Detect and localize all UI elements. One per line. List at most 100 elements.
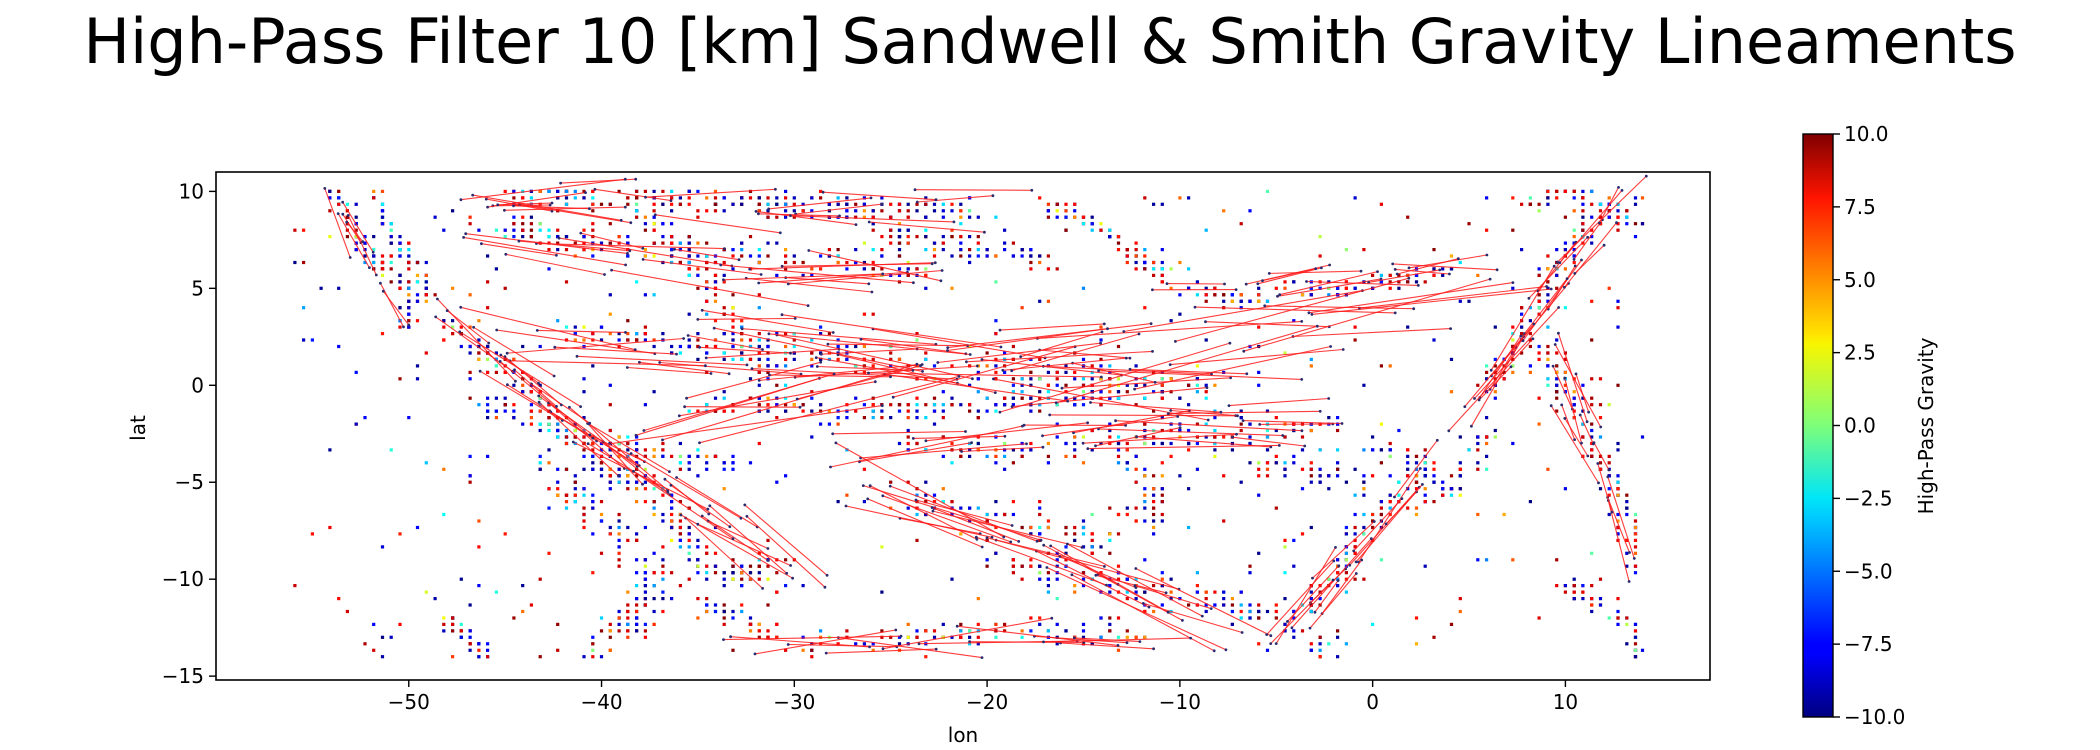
lineament-endpoint: [1573, 264, 1577, 268]
gravity-point: [1029, 267, 1033, 271]
gravity-point: [976, 622, 980, 626]
gravity-point: [687, 551, 691, 555]
gravity-point: [1152, 500, 1156, 504]
gravity-point: [486, 280, 490, 284]
gravity-point: [1616, 306, 1620, 310]
gravity-point: [889, 215, 893, 219]
lineament-endpoint: [1348, 563, 1352, 567]
gravity-point: [1090, 642, 1094, 646]
gravity-point: [1081, 396, 1086, 400]
gravity-point: [521, 584, 525, 588]
gravity-point: [766, 215, 770, 219]
gravity-point: [1055, 635, 1059, 639]
lineament-line: [746, 515, 826, 588]
gravity-point: [1125, 577, 1129, 581]
lineament-line: [588, 423, 670, 473]
gravity-point: [1397, 286, 1401, 290]
lineament-endpoint: [727, 372, 731, 376]
lineament-endpoint: [625, 366, 629, 369]
gravity-point: [1134, 383, 1138, 387]
gravity-point: [1432, 248, 1436, 252]
gravity-point: [862, 202, 866, 206]
gravity-point: [442, 622, 446, 626]
gravity-point: [1327, 577, 1331, 581]
gravity-point: [757, 260, 761, 265]
lineament-line: [1046, 567, 1227, 651]
gravity-point: [889, 228, 893, 232]
lineament-endpoint: [867, 371, 870, 375]
lineament-endpoint: [1245, 372, 1249, 376]
lineament-line: [687, 334, 763, 351]
gravity-point: [1309, 474, 1313, 478]
gravity-point: [337, 286, 341, 290]
gravity-point: [845, 215, 849, 219]
gravity-point: [880, 235, 884, 239]
gravity-point: [521, 235, 525, 239]
gravity-point: [1441, 493, 1445, 497]
gravity-point: [398, 325, 402, 329]
gravity-point: [766, 254, 770, 258]
gravity-point: [354, 241, 358, 245]
gravity-point: [1283, 435, 1287, 439]
lineament-endpoint: [434, 315, 438, 319]
gravity-point: [766, 564, 770, 568]
gravity-point: [810, 364, 814, 368]
gravity-point: [1300, 532, 1305, 536]
gravity-point: [731, 248, 735, 252]
gravity-point: [459, 622, 463, 626]
gravity-point: [1125, 506, 1129, 510]
lineament-endpoint: [866, 497, 870, 501]
gravity-point: [1458, 467, 1462, 471]
lineament-endpoint: [1169, 409, 1173, 412]
gravity-point: [897, 642, 902, 646]
gravity-point: [994, 461, 998, 465]
gravity-point: [906, 235, 910, 239]
lineament-endpoint: [1318, 409, 1322, 413]
lineament-endpoint: [1021, 424, 1024, 428]
lineament-endpoint: [619, 218, 623, 222]
gravity-point: [1309, 428, 1313, 433]
lineament-line: [1262, 268, 1316, 282]
gravity-point: [599, 448, 604, 452]
gravity-point: [1616, 512, 1620, 517]
gravity-point: [635, 558, 639, 562]
lineament-line: [481, 243, 557, 256]
gravity-point: [705, 454, 709, 458]
gravity-point: [845, 196, 849, 200]
lineament-line: [730, 636, 870, 648]
gravity-point: [643, 590, 647, 594]
gravity-point: [661, 222, 665, 226]
gravity-point: [1309, 480, 1313, 484]
gravity-point: [731, 409, 735, 413]
gravity-point: [950, 500, 954, 504]
gravity-point: [608, 383, 612, 387]
gravity-point: [862, 209, 866, 213]
gravity-point: [836, 422, 840, 426]
gravity-point: [924, 235, 928, 239]
gravity-point: [678, 202, 682, 206]
gravity-point: [784, 396, 788, 400]
gravity-point: [1432, 267, 1436, 271]
gravity-point: [1038, 396, 1042, 400]
gravity-point: [1038, 571, 1042, 575]
gravity-point: [1353, 532, 1357, 536]
gravity-point: [1607, 474, 1611, 478]
gravity-point: [696, 273, 700, 277]
gravity-point: [924, 357, 928, 361]
gravity-point: [1125, 441, 1129, 446]
gravity-point: [617, 551, 621, 555]
gravity-point: [643, 571, 647, 575]
lineament-line: [788, 269, 943, 285]
lineament-line: [890, 485, 1038, 542]
gravity-point: [591, 454, 595, 458]
lineament-line: [1470, 336, 1525, 427]
lineament-endpoint: [1209, 607, 1213, 610]
lineament-endpoint: [1223, 282, 1226, 286]
gravity-point: [880, 209, 884, 213]
gravity-point: [792, 332, 796, 336]
lineament-endpoint: [1369, 537, 1373, 540]
gravity-point: [985, 538, 989, 542]
lineament-endpoint: [1632, 557, 1636, 560]
gravity-point: [845, 202, 849, 206]
gravity-point: [1388, 454, 1392, 458]
